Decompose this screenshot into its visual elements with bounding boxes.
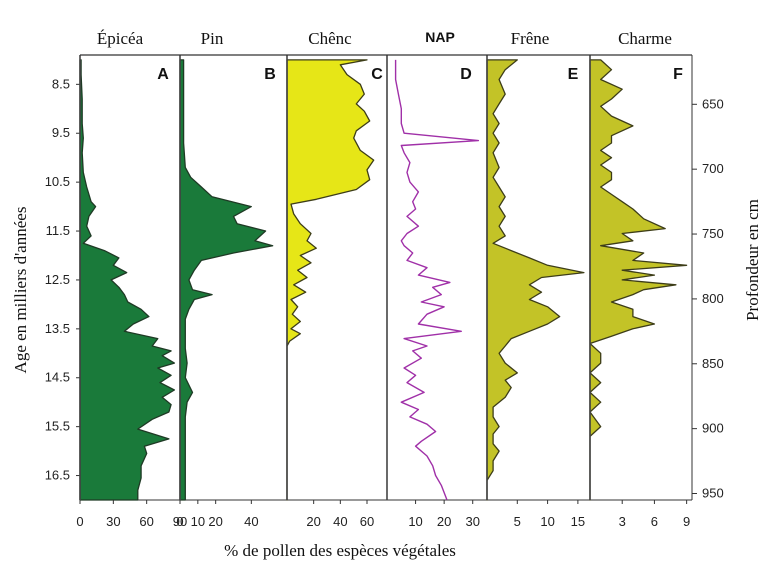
depth-tick-label: 950: [702, 486, 724, 501]
x-tick-label: 6: [651, 514, 658, 529]
series-area-b: [179, 59, 274, 501]
x-tick-label: 20: [437, 514, 451, 529]
x-tick-label: 40: [333, 514, 347, 529]
panel-title-f: Charme: [618, 29, 672, 48]
panel-e: 5 10 15: [486, 55, 590, 529]
y-axis-title-left: Age en milliers d'années: [11, 207, 30, 374]
panel-label-b: B: [264, 66, 276, 83]
age-tick-label: 14.5: [45, 370, 70, 385]
x-tick-label: 60: [139, 514, 153, 529]
x-tick-label: 30: [106, 514, 120, 529]
x-tick-label: 0: [176, 514, 183, 529]
y-axis-title-right: Profondeur en cm: [743, 199, 762, 321]
depth-axis: 650 700 750 800 850 900 950: [691, 55, 724, 501]
panel-title-c: Chênc: [308, 29, 352, 48]
age-tick-label: 12.5: [45, 272, 70, 287]
panel-label-a: A: [157, 66, 169, 83]
panel-a: 0 30 60 90: [76, 55, 187, 529]
depth-tick-label: 700: [702, 161, 724, 176]
series-area-e: [486, 59, 585, 501]
panel-title-a: Épicéa: [97, 29, 144, 48]
panel-label-d: D: [460, 66, 472, 83]
age-tick-label: 13.5: [45, 321, 70, 336]
series-area-c: [286, 59, 375, 501]
depth-tick-label: 750: [702, 226, 724, 241]
panel-label-c: C: [371, 66, 383, 83]
x-tick-label: 20: [208, 514, 222, 529]
panel-d: 10 20 30: [386, 55, 487, 529]
x-tick-label: 10: [191, 514, 205, 529]
depth-tick-label: 650: [702, 96, 724, 111]
age-tick-label: 8.5: [52, 76, 70, 91]
age-tick-label: 16.5: [45, 468, 70, 483]
panel-title-d: NAP: [425, 29, 455, 45]
depth-tick-label: 850: [702, 356, 724, 371]
series-area-f: [589, 59, 688, 501]
x-tick-label: 90: [173, 514, 187, 529]
depth-tick-label: 800: [702, 291, 724, 306]
x-tick-label: 10: [540, 514, 554, 529]
series-line-d: [394, 59, 480, 501]
x-tick-label: 60: [360, 514, 374, 529]
x-tick-label: 3: [619, 514, 626, 529]
x-tick-label: 15: [571, 514, 585, 529]
panel-c: 20 40 60: [286, 55, 387, 529]
x-tick-label: 20: [306, 514, 320, 529]
age-tick-label: 15.5: [45, 419, 70, 434]
panel-label-e: E: [568, 66, 579, 83]
panel-title-b: Pin: [201, 29, 224, 48]
panel-label-f: F: [673, 66, 683, 83]
depth-tick-label: 900: [702, 421, 724, 436]
age-tick-label: 9.5: [52, 125, 70, 140]
age-tick-label: 11.5: [46, 223, 70, 238]
age-tick-label: 10.5: [45, 174, 70, 189]
x-tick-label: 5: [514, 514, 521, 529]
x-tick-label: 10: [408, 514, 422, 529]
panel-f: 3 6 9: [589, 55, 692, 529]
x-axis-title: % de pollen des espèces végétales: [224, 541, 456, 560]
panel-title-e: Frêne: [511, 29, 550, 48]
x-tick-label: 0: [76, 514, 83, 529]
panel-b: 0 10 20 40: [176, 55, 287, 529]
x-tick-label: 9: [683, 514, 690, 529]
series-area-a: [79, 59, 176, 501]
x-tick-label: 40: [244, 514, 258, 529]
age-axis: 8.5 9.5 10.5 11.5 12.5 13.5 14.5 15.5 16.5: [45, 76, 80, 483]
x-tick-label: 30: [465, 514, 479, 529]
